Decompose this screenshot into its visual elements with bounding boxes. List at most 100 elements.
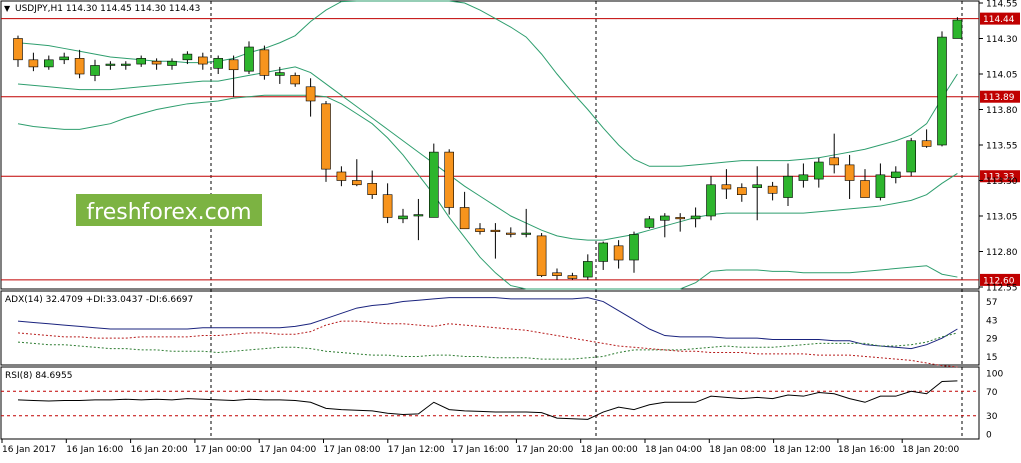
candle-body-34 xyxy=(536,235,547,276)
candle-body-22 xyxy=(351,180,362,186)
candle-body-52 xyxy=(813,161,824,180)
band-lower xyxy=(17,94,958,290)
candle-body-58 xyxy=(906,140,917,173)
candle-body-42 xyxy=(659,215,670,221)
candle-body-53 xyxy=(829,157,840,166)
watermark-box xyxy=(76,194,262,226)
candle-body-60 xyxy=(937,36,947,146)
candle-body-45 xyxy=(706,184,716,217)
price-tick-label-8: 112.55 xyxy=(986,284,1018,294)
band-middle xyxy=(17,66,958,241)
adx-label: ADX(14) 32.4709 +DI:33.0437 -DI:6.6697 xyxy=(5,295,193,305)
candle-body-26 xyxy=(413,214,424,217)
time-tick-label-4: 17 Jan 04:00 xyxy=(259,445,316,455)
candle-body-4 xyxy=(74,58,85,75)
candle-body-43 xyxy=(675,217,686,220)
candle-body-11 xyxy=(182,53,193,61)
candle-body-15 xyxy=(244,46,254,72)
candle-body-20 xyxy=(321,103,331,170)
time-tick-label-6: 17 Jan 12:00 xyxy=(388,445,445,455)
candle-body-37 xyxy=(582,261,593,278)
price-tick-label-0: 114.55 xyxy=(986,0,1018,10)
candle-body-7 xyxy=(121,63,131,66)
candle-body-36 xyxy=(567,275,578,279)
symbol-dropdown-icon[interactable]: ▼ xyxy=(4,4,11,13)
candle-body-32 xyxy=(505,232,516,235)
candle-body-17 xyxy=(274,72,285,76)
candle-body-8 xyxy=(136,58,146,65)
rsi-tick-label-0: 100 xyxy=(986,370,1003,380)
candle-body-1 xyxy=(28,59,39,68)
candle-body-30 xyxy=(475,228,485,232)
rsi-label: RSI(8) 84.6955 xyxy=(5,371,72,381)
candle-body-24 xyxy=(382,194,393,218)
candle-body-6 xyxy=(105,63,116,66)
candle-body-51 xyxy=(798,174,809,181)
candle-body-48 xyxy=(752,184,763,188)
adx-tick-label-1: 43 xyxy=(986,316,997,326)
price-tick-label-2: 114.05 xyxy=(986,71,1018,81)
chart-title: USDJPY,H1 114.30 114.45 114.30 114.43 xyxy=(15,4,200,14)
rsi-pane[interactable] xyxy=(0,366,980,440)
candle-body-0 xyxy=(13,38,23,61)
candle-body-3 xyxy=(59,56,70,61)
time-tick-label-11: 18 Jan 08:00 xyxy=(709,445,766,455)
time-tick-label-12: 18 Jan 12:00 xyxy=(774,445,831,455)
candle-body-56 xyxy=(875,174,886,198)
adx-series-2 xyxy=(17,320,958,368)
candle-body-10 xyxy=(167,60,177,66)
main-pane[interactable] xyxy=(0,0,980,290)
candle-body-39 xyxy=(613,245,624,261)
candle-body-14 xyxy=(228,59,239,71)
candles xyxy=(13,17,963,280)
candle-body-19 xyxy=(305,86,316,102)
price-tick-label-3: 113.80 xyxy=(986,106,1018,116)
horizontal-levels: 114.44 113.89 113.33 112.60 xyxy=(1,12,1020,286)
rsi-series-0 xyxy=(17,380,958,420)
candle-body-18 xyxy=(290,75,301,85)
candle-body-16 xyxy=(259,49,270,76)
candle-body-33 xyxy=(521,232,532,235)
level-label-2: 113.33 xyxy=(983,173,1015,183)
candle-body-50 xyxy=(783,175,793,198)
price-axis: 114.55114.30114.05113.80113.55113.30113.… xyxy=(979,0,1018,441)
candle-body-57 xyxy=(890,171,901,178)
adx-lines xyxy=(17,297,958,368)
adx-tick-label-2: 29 xyxy=(986,335,998,345)
time-tick-label-2: 16 Jan 20:00 xyxy=(131,445,188,455)
price-tick-label-5: 113.30 xyxy=(986,177,1018,187)
price-tick-label-7: 112.80 xyxy=(986,248,1018,258)
level-tag-3 xyxy=(980,273,1020,286)
level-tag-1 xyxy=(980,90,1020,103)
candle-body-28 xyxy=(444,151,455,208)
candle-body-41 xyxy=(644,218,655,228)
adx-pane[interactable] xyxy=(0,290,980,366)
candle-body-35 xyxy=(552,272,562,276)
level-tag-2 xyxy=(980,170,1020,183)
rsi-tick-label-3: 0 xyxy=(986,431,992,441)
adx-tick-label-3: 15 xyxy=(986,353,997,363)
candle-body-47 xyxy=(736,187,747,196)
candle-body-61 xyxy=(952,19,963,39)
candle-body-38 xyxy=(598,242,609,262)
rsi-lines xyxy=(1,380,979,420)
time-tick-label-0: 16 Jan 2017 xyxy=(2,445,56,455)
adx-series-0 xyxy=(17,297,958,350)
time-tick-label-14: 18 Jan 20:00 xyxy=(902,445,959,455)
candle-body-40 xyxy=(629,234,639,261)
candle-body-59 xyxy=(921,140,932,147)
level-label-1: 113.89 xyxy=(983,93,1015,103)
candle-body-2 xyxy=(43,59,54,68)
candle-body-9 xyxy=(151,60,162,65)
level-label-3: 112.60 xyxy=(983,276,1015,286)
candle-body-25 xyxy=(398,215,408,220)
time-tick-label-13: 18 Jan 16:00 xyxy=(838,445,895,455)
candle-body-54 xyxy=(844,164,855,181)
price-tick-label-6: 113.05 xyxy=(986,213,1018,223)
adx-tick-label-0: 57 xyxy=(986,298,997,308)
rsi-tick-label-1: 70 xyxy=(986,388,998,398)
time-tick-label-1: 16 Jan 16:00 xyxy=(66,445,123,455)
level-tag-0 xyxy=(980,12,1020,25)
candle-body-29 xyxy=(459,207,470,230)
